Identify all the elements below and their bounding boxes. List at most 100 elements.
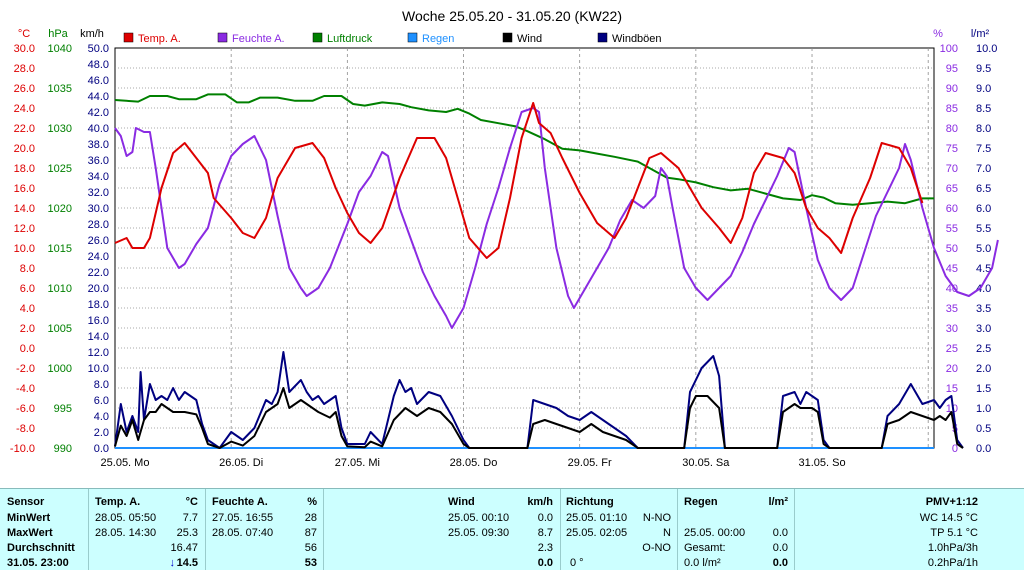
legend-label: Temp. A. — [138, 33, 181, 45]
wind-axis-tick: 34.0 — [88, 171, 109, 183]
humidity-axis-tick: 100 — [940, 43, 958, 55]
rain-axis-tick: 2.5 — [976, 343, 991, 355]
wind-current-value: 0.0 — [537, 557, 553, 569]
series-line-feuchtea — [114, 107, 999, 329]
chart-title: Woche 25.05.20 - 31.05.20 (KW22) — [402, 8, 622, 24]
pressure-axis-tick: 1015 — [48, 243, 72, 255]
temp-axis-tick: 10.0 — [14, 243, 35, 255]
x-axis-label: 28.05. Do — [450, 457, 498, 469]
rain-axis-tick: 6.5 — [976, 183, 991, 195]
rain-current-value-2: 0.0 — [772, 557, 788, 569]
pressure-axis-tick: 1000 — [48, 363, 72, 375]
wind-axis-tick: 22.0 — [88, 267, 109, 279]
wind-axis-tick: 0.0 — [94, 443, 109, 455]
humidity-header: Feuchte A. — [212, 496, 268, 508]
legend-label: Windböen — [612, 33, 662, 45]
rain-axis-tick: 9.5 — [976, 63, 991, 75]
humidity-axis-tick: 60 — [946, 203, 958, 215]
humidity-axis-tick: 65 — [946, 183, 958, 195]
min-label: MinWert — [7, 512, 51, 524]
direction-current-value: 0 ° — [570, 557, 584, 569]
temp-axis-tick: -8.0 — [16, 423, 35, 435]
temp-axis-tick: 22.0 — [14, 123, 35, 135]
wind-axis-tick: 32.0 — [88, 187, 109, 199]
rain-unit: l/m² — [768, 496, 788, 508]
legend-label: Luftdruck — [327, 33, 373, 45]
x-axis-label: 29.05. Fr — [568, 457, 612, 469]
wind-min-value: 0.0 — [537, 512, 553, 524]
wind-axis-tick: 24.0 — [88, 251, 109, 263]
humidity-axis-tick: 55 — [946, 223, 958, 235]
rain-axis-tick: 0.5 — [976, 423, 991, 435]
legend-swatch — [312, 32, 323, 43]
wind-axis-tick: 40.0 — [88, 123, 109, 135]
temp-header: Temp. A. — [95, 496, 141, 508]
rain-max-value: 0.0 — [772, 527, 788, 539]
humidity-avg-value: 56 — [304, 542, 317, 554]
rain-axis-tick: 8.0 — [976, 123, 991, 135]
temp-axis-tick: 0.0 — [20, 343, 35, 355]
wind-axis-tick: 42.0 — [88, 107, 109, 119]
x-axis-label: 26.05. Di — [219, 457, 263, 469]
temp-current-value: 14.5 — [176, 557, 198, 569]
rain-total-value: 0.0 — [772, 542, 788, 554]
humidity-axis-tick: 70 — [946, 163, 958, 175]
humidity-max-time: 28.05. 07:40 — [212, 527, 274, 539]
pressure-axis-tick: 1025 — [48, 163, 72, 175]
temp-axis-tick: 18.0 — [14, 163, 35, 175]
wind-header: Wind — [448, 496, 475, 508]
humidity-axis-tick: 50 — [946, 243, 958, 255]
legend-swatch — [217, 32, 228, 43]
humidity-axis-tick: 85 — [946, 103, 958, 115]
pressure-axis-tick: 1040 — [48, 43, 72, 55]
humidity-axis-tick: 35 — [946, 303, 958, 315]
legend-swatch — [502, 32, 513, 43]
wind-axis-tick: 36.0 — [88, 155, 109, 167]
rain-axis-tick: 1.0 — [976, 403, 991, 415]
pressure-axis-tick: 1005 — [48, 323, 72, 335]
x-axis-label: 27.05. Mi — [335, 457, 380, 469]
humidity-axis-tick: 80 — [946, 123, 958, 135]
rain-axis-tick: 5.0 — [976, 243, 991, 255]
humidity-unit: % — [307, 496, 317, 508]
x-axis-label: 31.05. So — [798, 457, 845, 469]
wind-unit: km/h — [527, 496, 553, 508]
temp-min-time: 28.05. 05:50 — [95, 512, 157, 524]
wind-axis-tick: 14.0 — [88, 331, 109, 343]
axis-unit-label: hPa — [48, 28, 68, 40]
wind-max-value: 8.7 — [537, 527, 553, 539]
temp-axis-tick: 6.0 — [20, 283, 35, 295]
wind-axis-tick: 10.0 — [88, 363, 109, 375]
legend-label: Feuchte A. — [232, 33, 285, 45]
statistics-panel: Sensor MinWert MaxWert Durchschnitt 31.0… — [0, 488, 1024, 570]
pressure-axis-tick: 995 — [54, 403, 72, 415]
legend-label: Regen — [422, 33, 454, 45]
rain-axis-tick: 6.0 — [976, 203, 991, 215]
sensor-header: Sensor — [7, 496, 45, 508]
temp-axis-tick: 28.0 — [14, 63, 35, 75]
humidity-axis-tick: 90 — [946, 83, 958, 95]
wind-axis-tick: 48.0 — [88, 59, 109, 71]
temp-axis-tick: -10.0 — [10, 443, 35, 455]
pressure-axis-tick: 1020 — [48, 203, 72, 215]
pressure-axis-tick: 1010 — [48, 283, 72, 295]
plot-frame — [114, 47, 935, 449]
x-axis-label: 25.05. Mo — [101, 457, 150, 469]
temp-unit: °C — [185, 496, 198, 508]
max-label: MaxWert — [7, 527, 53, 539]
rain-axis-tick: 8.5 — [976, 103, 991, 115]
humidity-axis-tick: 30 — [946, 323, 958, 335]
rain-axis-tick: 4.5 — [976, 263, 991, 275]
wind-avg-value: 2.3 — [537, 542, 553, 554]
wind-axis-tick: 12.0 — [88, 347, 109, 359]
legend-swatch — [407, 32, 418, 43]
humidity-axis-tick: 0 — [952, 443, 958, 455]
humidity-min-time: 27.05. 16:55 — [212, 512, 274, 524]
rain-axis-tick: 9.0 — [976, 83, 991, 95]
rain-total-label: Gesamt: — [684, 542, 726, 554]
temp-axis-tick: 14.0 — [14, 203, 35, 215]
x-axis-label: 30.05. Sa — [682, 457, 730, 469]
rain-max-time: 25.05. 00:00 — [684, 527, 746, 539]
axis-unit-label: °C — [18, 28, 30, 40]
wind-axis-tick: 6.0 — [94, 395, 109, 407]
